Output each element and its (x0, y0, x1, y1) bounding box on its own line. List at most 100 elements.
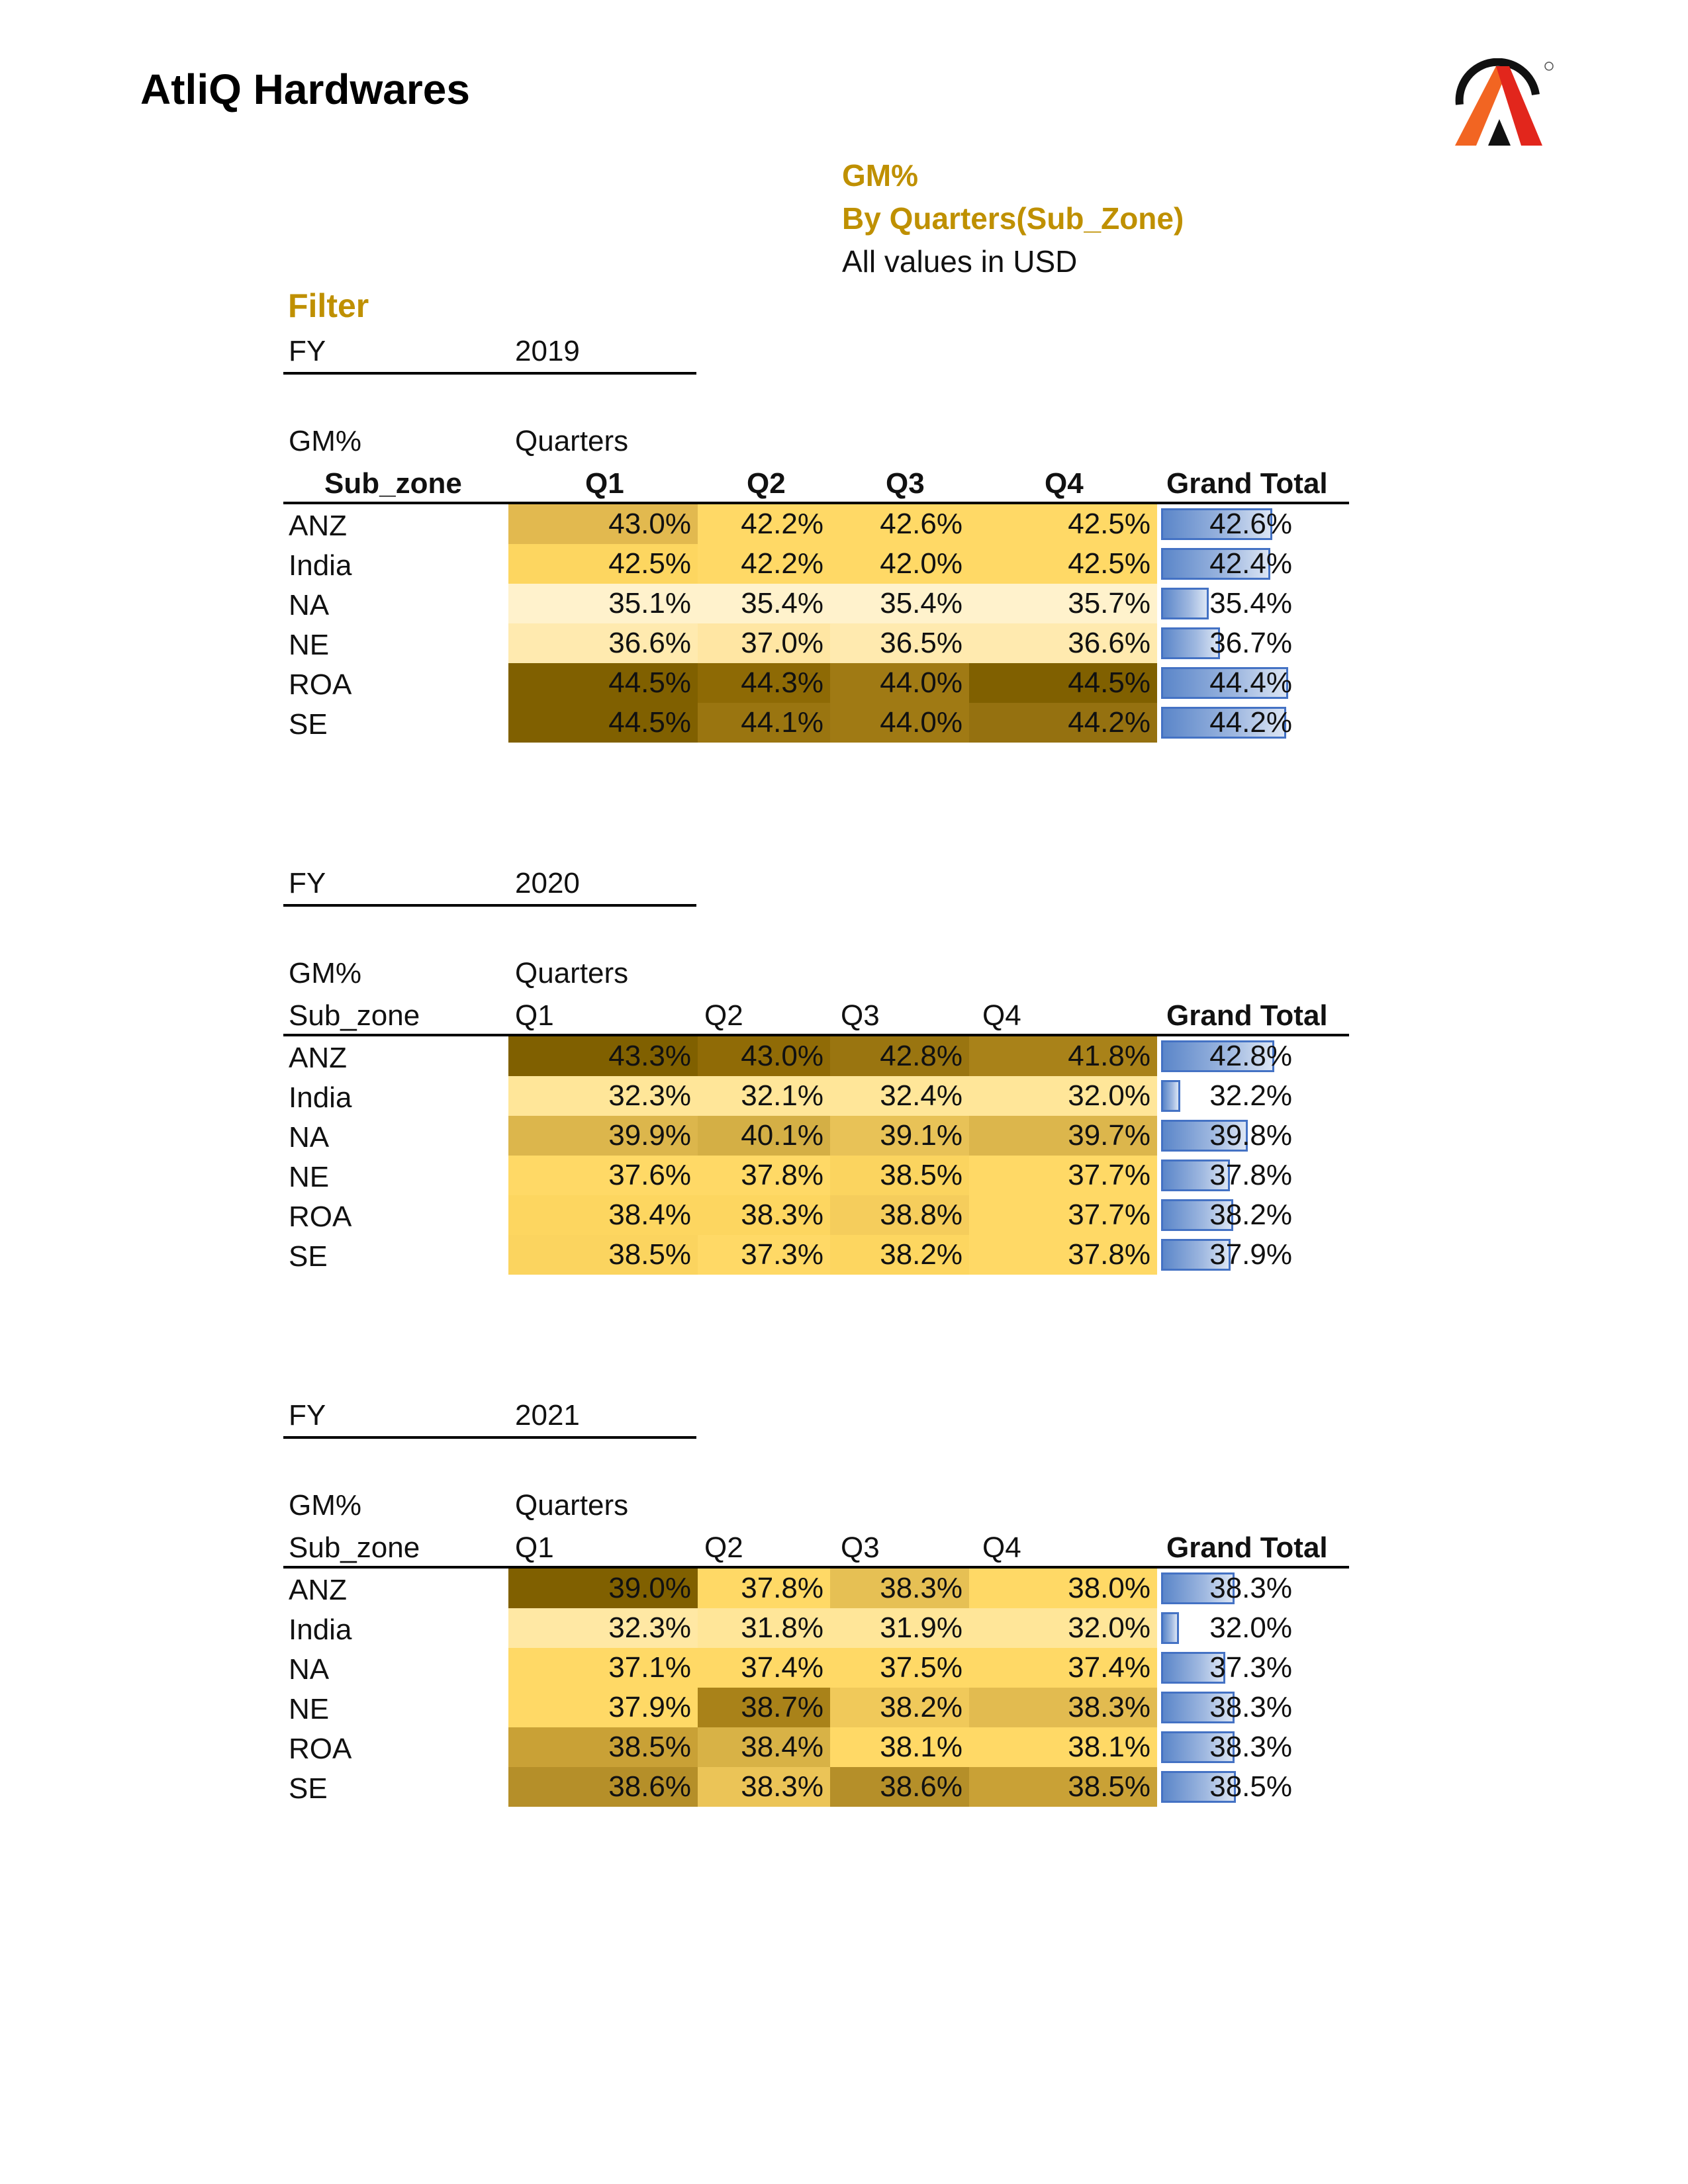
table-row: NE 36.6% 37.0% 36.5% 36.6% 36.7% (283, 623, 1349, 663)
data-bar (1161, 1731, 1235, 1763)
row-label[interactable]: India (289, 549, 352, 582)
row-label[interactable]: NE (289, 629, 330, 661)
column-header-q2[interactable]: Q2 (747, 467, 786, 500)
value-cell: 39.1% (830, 1116, 969, 1156)
report-title: GM% (842, 158, 918, 193)
value-cell: 43.0% (508, 504, 698, 544)
value-cell: 44.5% (969, 663, 1157, 703)
value-cell: 38.5% (508, 1235, 698, 1275)
data-bar (1161, 508, 1272, 540)
table-row: ROA 38.4% 38.3% 38.8% 37.7% 38.2% (283, 1195, 1349, 1235)
fy-filter-value[interactable]: 2019 (515, 335, 580, 367)
atliq-logo-icon (1455, 58, 1554, 146)
table-row: ANZ 43.0% 42.2% 42.6% 42.5% 42.6% (283, 504, 1349, 544)
row-label[interactable]: SE (289, 1772, 328, 1805)
row-label[interactable]: ANZ (289, 1042, 347, 1074)
value-cell: 38.3% (830, 1569, 969, 1608)
table-header: Sub_zone Q1 Q2 Q3 Q4 Grand Total (283, 462, 1349, 504)
fy-filter-value[interactable]: 2021 (515, 1399, 580, 1432)
row-label[interactable]: SE (289, 1240, 328, 1273)
row-label[interactable]: NA (289, 589, 330, 621)
column-header-grand-total[interactable]: Grand Total (1166, 467, 1328, 500)
grand-total-value: 42.4% (1209, 547, 1292, 580)
value-cell: 38.3% (969, 1688, 1157, 1727)
data-bar (1161, 1572, 1235, 1604)
row-label[interactable]: ROA (289, 1733, 352, 1765)
grand-total-value: 37.3% (1209, 1651, 1292, 1684)
column-header-q3[interactable]: Q3 (886, 467, 925, 500)
column-header-q2[interactable]: Q2 (704, 999, 743, 1032)
data-bar (1161, 667, 1288, 699)
row-label[interactable]: India (289, 1081, 352, 1114)
table-row: NA 39.9% 40.1% 39.1% 39.7% 39.8% (283, 1116, 1349, 1156)
column-header-q4[interactable]: Q4 (1045, 467, 1084, 500)
row-label[interactable]: NE (289, 1693, 330, 1725)
column-header-grand-total[interactable]: Grand Total (1166, 1531, 1328, 1564)
columns-label: Quarters (515, 1489, 629, 1522)
column-header-q4[interactable]: Q4 (982, 999, 1021, 1032)
data-bar (1161, 1040, 1274, 1072)
grand-total-cell: 32.2% (1161, 1079, 1293, 1112)
grand-total-cell: 38.2% (1161, 1199, 1293, 1231)
fy-filter-row[interactable]: FY 2020 (283, 862, 696, 907)
grand-total-cell: 38.5% (1161, 1770, 1293, 1803)
value-cell: 37.9% (508, 1688, 698, 1727)
data-bar (1161, 1612, 1179, 1644)
fy-filter-row[interactable]: FY 2019 (283, 330, 696, 375)
column-header-q3[interactable]: Q3 (841, 1531, 880, 1564)
value-cell: 32.4% (830, 1076, 969, 1116)
grand-total-cell: 35.4% (1161, 587, 1293, 619)
value-cell: 32.1% (698, 1076, 830, 1116)
column-header-q1[interactable]: Q1 (515, 999, 554, 1032)
value-cell: 37.3% (698, 1235, 830, 1275)
value-cell: 32.3% (508, 1608, 698, 1648)
column-header-grand-total[interactable]: Grand Total (1166, 999, 1328, 1032)
grand-total-cell: 42.4% (1161, 547, 1293, 580)
data-bar (1161, 1771, 1237, 1803)
value-cell: 38.0% (969, 1569, 1157, 1608)
value-cell: 38.7% (698, 1688, 830, 1727)
row-label[interactable]: NA (289, 1653, 330, 1686)
table-row: ROA 44.5% 44.3% 44.0% 44.5% 44.4% (283, 663, 1349, 703)
grand-total-value: 42.8% (1209, 1040, 1292, 1072)
table-row: ROA 38.5% 38.4% 38.1% 38.1% 38.3% (283, 1727, 1349, 1767)
row-label[interactable]: SE (289, 708, 328, 741)
measure-label: GM% (289, 1489, 361, 1522)
row-label[interactable]: ANZ (289, 1574, 347, 1606)
row-label[interactable]: NE (289, 1161, 330, 1193)
column-header-q2[interactable]: Q2 (704, 1531, 743, 1564)
row-label[interactable]: NA (289, 1121, 330, 1154)
value-cell: 41.8% (969, 1036, 1157, 1076)
filter-heading: Filter (288, 287, 369, 324)
row-label[interactable]: India (289, 1614, 352, 1646)
value-cell: 38.3% (698, 1767, 830, 1807)
grand-total-value: 37.9% (1209, 1238, 1292, 1271)
row-label[interactable]: ANZ (289, 510, 347, 542)
value-cell: 32.0% (969, 1608, 1157, 1648)
value-cell: 31.8% (698, 1608, 830, 1648)
fy-filter-value[interactable]: 2020 (515, 867, 580, 899)
row-label[interactable]: ROA (289, 668, 352, 701)
data-bar (1161, 707, 1287, 739)
report-subtitle: By Quarters(Sub_Zone) (842, 201, 1184, 236)
value-cell: 38.5% (830, 1156, 969, 1195)
grand-total-value: 44.2% (1209, 706, 1292, 739)
value-cell: 36.5% (830, 623, 969, 663)
data-bar (1161, 1652, 1226, 1684)
value-cell: 36.6% (969, 623, 1157, 663)
grand-total-value: 32.0% (1209, 1612, 1292, 1644)
value-cell: 37.5% (830, 1648, 969, 1688)
value-cell: 42.5% (969, 504, 1157, 544)
value-cell: 44.2% (969, 703, 1157, 743)
column-header-q3[interactable]: Q3 (841, 999, 880, 1032)
column-header-q1[interactable]: Q1 (515, 1531, 554, 1564)
fy-filter-row[interactable]: FY 2021 (283, 1394, 696, 1439)
table-row: NE 37.9% 38.7% 38.2% 38.3% 38.3% (283, 1688, 1349, 1727)
value-cell: 37.7% (969, 1156, 1157, 1195)
grand-total-value: 44.4% (1209, 666, 1292, 699)
grand-total-cell: 38.3% (1161, 1572, 1293, 1604)
column-header-q4[interactable]: Q4 (982, 1531, 1021, 1564)
row-label[interactable]: ROA (289, 1201, 352, 1233)
column-header-q1[interactable]: Q1 (585, 467, 624, 500)
value-cell: 37.4% (698, 1648, 830, 1688)
